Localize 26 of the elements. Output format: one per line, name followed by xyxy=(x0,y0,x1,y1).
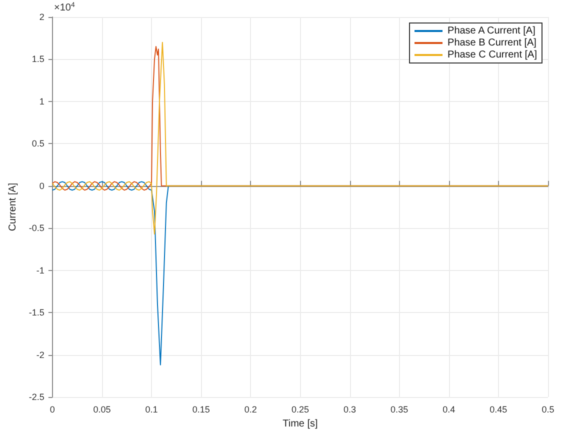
y-tick-label: 1.5 xyxy=(32,54,44,64)
y-axis-title: Current [A] xyxy=(8,182,18,232)
x-tick-label: 0.2 xyxy=(244,404,257,414)
legend-label: Phase A Current [A] xyxy=(448,26,536,36)
y-tick-label: 0 xyxy=(39,180,44,191)
y-tick-label: -2.5 xyxy=(28,392,44,402)
y-tick-label: 0.5 xyxy=(32,138,44,149)
y-tick-label: 1 xyxy=(39,96,44,106)
x-tick-label: 0.25 xyxy=(291,404,309,414)
x-tick-label: 0.5 xyxy=(542,404,554,414)
x-tick-label: 0.35 xyxy=(390,404,408,414)
y-tick-label: -1.5 xyxy=(28,308,44,318)
y-tick-label: -2 xyxy=(36,350,44,360)
x-tick-label: 0.15 xyxy=(192,404,210,414)
x-tick-label: 0 xyxy=(50,404,55,414)
y-tick-label: 2 xyxy=(39,12,44,22)
legend-label: Phase B Current [A] xyxy=(448,38,537,48)
x-tick-label: 0.3 xyxy=(344,404,356,414)
x-tick-label: 0.05 xyxy=(93,404,111,414)
legend-label: Phase C Current [A] xyxy=(448,50,538,60)
x-tick-label: 0.45 xyxy=(490,404,508,414)
y-tick-label: -0.5 xyxy=(28,223,44,234)
y-tick-label: -1 xyxy=(36,265,44,276)
x-tick-label: 0.4 xyxy=(442,404,456,414)
x-tick-label: 0.1 xyxy=(145,404,158,414)
x-axis-title: Time [s] xyxy=(282,418,318,430)
